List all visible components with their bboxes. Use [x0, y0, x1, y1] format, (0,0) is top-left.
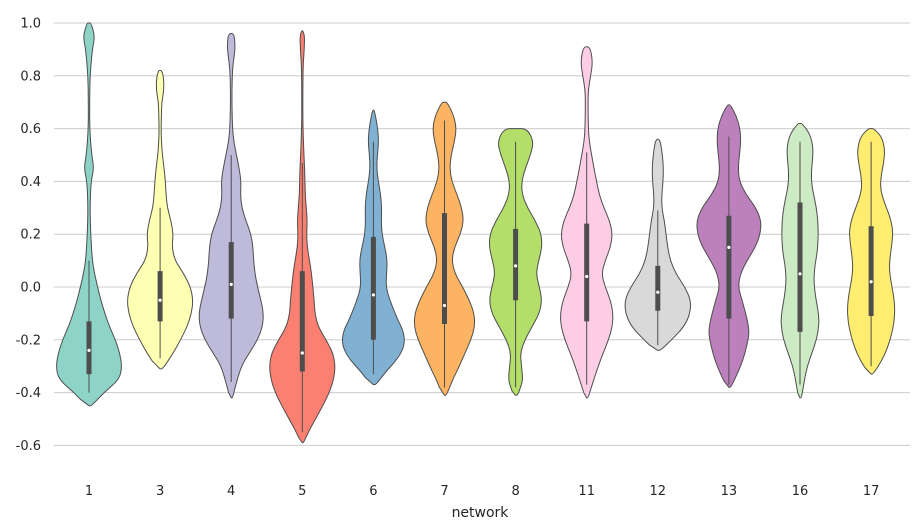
violin-median-dot: [656, 290, 660, 294]
violin-group-6: [341, 109, 405, 386]
x-tick-label: 6: [369, 484, 377, 499]
violin-median-dot: [158, 298, 162, 302]
y-tick-label: 0.2: [20, 228, 41, 243]
violin-group-12: [624, 138, 692, 351]
y-tick-label: 0.6: [20, 122, 41, 137]
y-tick-label: 0.8: [20, 69, 41, 84]
violin-group-13: [696, 104, 762, 388]
x-tick-label: 3: [156, 484, 164, 499]
violin-median-dot: [300, 351, 304, 355]
violin-median-dot: [229, 282, 233, 286]
violin-median-dot: [585, 274, 589, 279]
violin-median-dot: [798, 272, 802, 276]
x-tick-label: 1: [85, 484, 93, 499]
y-tick-label: 0.0: [20, 281, 41, 296]
x-tick-label: 11: [578, 484, 595, 499]
y-tick-label: 0.4: [20, 175, 41, 190]
violin-group-17: [847, 128, 896, 375]
violin-median-dot: [442, 303, 447, 308]
y-tick-label: -0.6: [16, 439, 41, 454]
violin-group-1: [56, 22, 122, 407]
violin-median-dot: [869, 280, 873, 284]
x-tick-label: 8: [511, 484, 519, 499]
violin-body: [56, 22, 122, 407]
x-tick-label: 5: [298, 484, 306, 499]
violin-median-dot: [87, 348, 91, 352]
x-tick-label: 13: [721, 484, 738, 499]
y-tick-label: 1.0: [20, 17, 41, 32]
x-tick-label: 7: [440, 484, 448, 499]
violin-group-11: [560, 46, 614, 399]
violin-median-dot: [371, 293, 375, 297]
violin-group-16: [780, 122, 820, 399]
x-tick-label: 17: [863, 484, 880, 499]
violin-group-7: [413, 101, 476, 396]
violin-median-dot: [727, 245, 731, 249]
y-axis-ticks: 1.0 0.8 0.6 0.4 0.2 0.0 -0.2 -0.4 -0.6: [16, 17, 41, 454]
gridlines: [54, 22, 910, 446]
x-tick-label: 12: [650, 484, 667, 499]
violin-median-dot: [514, 264, 518, 268]
violin-group-8: [488, 128, 543, 396]
y-tick-label: -0.2: [16, 333, 41, 348]
x-axis-label: network: [452, 505, 510, 521]
y-tick-label: -0.4: [16, 386, 41, 401]
violin-group-5: [269, 30, 336, 444]
violins: [56, 22, 896, 444]
x-tick-label: 4: [227, 484, 235, 499]
violin-group-3: [127, 70, 194, 370]
violin-group-4: [198, 33, 264, 399]
x-tick-label: 16: [792, 484, 809, 499]
x-axis-ticks: 1 3 4 5 6 7 8 11 12 13 16 17: [85, 484, 880, 499]
